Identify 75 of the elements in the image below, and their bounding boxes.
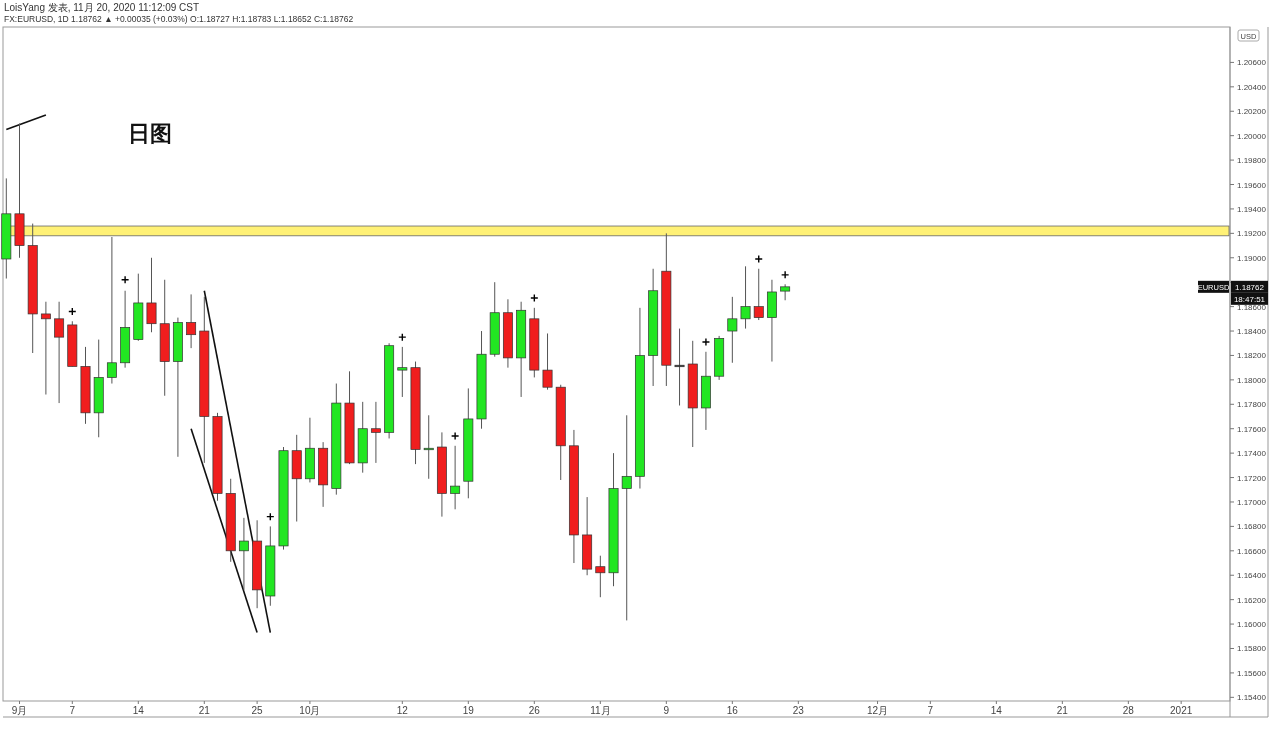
annotation: 日图 xyxy=(128,121,172,146)
y-tick-label: 1.15600 xyxy=(1237,668,1267,678)
x-tick-label: 7 xyxy=(69,705,76,716)
x-tick-label: 19 xyxy=(462,705,475,716)
candlestick xyxy=(674,328,685,407)
candlestick xyxy=(54,301,65,404)
y-tick-label: 1.18200 xyxy=(1237,351,1267,361)
x-tick-label: 25 xyxy=(251,705,264,716)
x-tick-label: 9 xyxy=(663,705,670,716)
x-tick-label: 14 xyxy=(990,705,1003,716)
y-tick-label: 1.19200 xyxy=(1237,229,1267,239)
point xyxy=(398,332,407,342)
text: 18:47:51 xyxy=(1233,294,1266,304)
y-tick-label: 1.18000 xyxy=(1237,375,1267,385)
y-tick-label: 1.16800 xyxy=(1237,522,1267,532)
y-tick-label: 1.17800 xyxy=(1237,400,1267,410)
y-tick-label: 1.15400 xyxy=(1237,693,1267,703)
candlestick xyxy=(621,414,632,621)
x-tick-label: 10月 xyxy=(299,705,321,716)
y-tick-label: 1.19800 xyxy=(1237,156,1267,166)
chart-subtitle: FX:EURUSD, 1D 1.18762 ▲ +0.00035 (+0.03%) O:1.18727 H:1.18783 L:1.18652 C:1.18762 xyxy=(4,14,354,24)
candlestick xyxy=(423,414,434,480)
x-tick-label: 16 xyxy=(726,705,739,716)
candlestick xyxy=(186,293,197,349)
y-tick-label: 1.16600 xyxy=(1237,546,1267,556)
y-tick-label: 1.19000 xyxy=(1237,253,1267,263)
y-tick-label: 1.19600 xyxy=(1237,180,1267,190)
candlestick xyxy=(753,268,764,321)
x-tick-label: 26 xyxy=(528,705,541,716)
point xyxy=(530,293,539,303)
y-tick-label: 1.20400 xyxy=(1237,82,1267,92)
y-tick-label: 1.16000 xyxy=(1237,620,1267,630)
y-tick-label: 1.20000 xyxy=(1237,131,1267,141)
candlestick xyxy=(146,257,157,333)
candlestick xyxy=(780,283,791,301)
candlestick xyxy=(106,236,117,385)
y-tick-label: 1.19400 xyxy=(1237,204,1267,214)
y-tick-label: 1.18600 xyxy=(1237,302,1267,312)
candlestick xyxy=(40,301,51,396)
x-tick-label: 21 xyxy=(1056,705,1069,716)
candlestick xyxy=(740,265,751,330)
y-tick-label: 1.16400 xyxy=(1237,571,1267,581)
x-tick-label: 7 xyxy=(927,705,934,716)
point xyxy=(120,275,130,284)
point xyxy=(754,254,763,264)
x-tick-label: 2021 xyxy=(1170,705,1193,716)
y-tick-label: 1.17400 xyxy=(1237,449,1267,459)
x-tick-label: 12 xyxy=(396,705,409,716)
x-tick-label: 28 xyxy=(1122,705,1135,716)
candlestick xyxy=(238,517,249,591)
candlestick xyxy=(450,445,461,510)
y-tick-label: 1.17200 xyxy=(1237,473,1267,483)
chart-title: LoisYang 发表, 11月 20, 2020 11:12:09 CST xyxy=(4,2,200,13)
x-tick-label: 21 xyxy=(198,705,211,716)
candlestick xyxy=(542,332,553,391)
annotation: 1.18762 xyxy=(1235,282,1265,292)
candlestick xyxy=(397,346,408,398)
candlestick xyxy=(370,401,381,464)
x-tick-label: 14 xyxy=(132,705,145,716)
x-tick-label: 11月 xyxy=(590,705,611,716)
point xyxy=(450,431,460,441)
x-tick-label: 9月 xyxy=(11,705,28,716)
y-tick-label: 1.16200 xyxy=(1237,595,1267,605)
candlestick xyxy=(595,555,606,598)
point xyxy=(701,337,711,347)
candlestick xyxy=(727,296,738,364)
point xyxy=(780,270,790,280)
y-tick-label: 1.17000 xyxy=(1237,497,1267,507)
y-tick-label: 1.18400 xyxy=(1237,327,1267,337)
x-tick-label: 12月 xyxy=(866,705,889,716)
y-tick-label: 1.15800 xyxy=(1237,644,1267,654)
y-tick-label: 1.20200 xyxy=(1237,107,1267,117)
y-tick-label: 1.20600 xyxy=(1237,58,1267,68)
x-tick-label: 23 xyxy=(792,705,805,716)
y-tick-label: 1.17600 xyxy=(1237,424,1267,434)
